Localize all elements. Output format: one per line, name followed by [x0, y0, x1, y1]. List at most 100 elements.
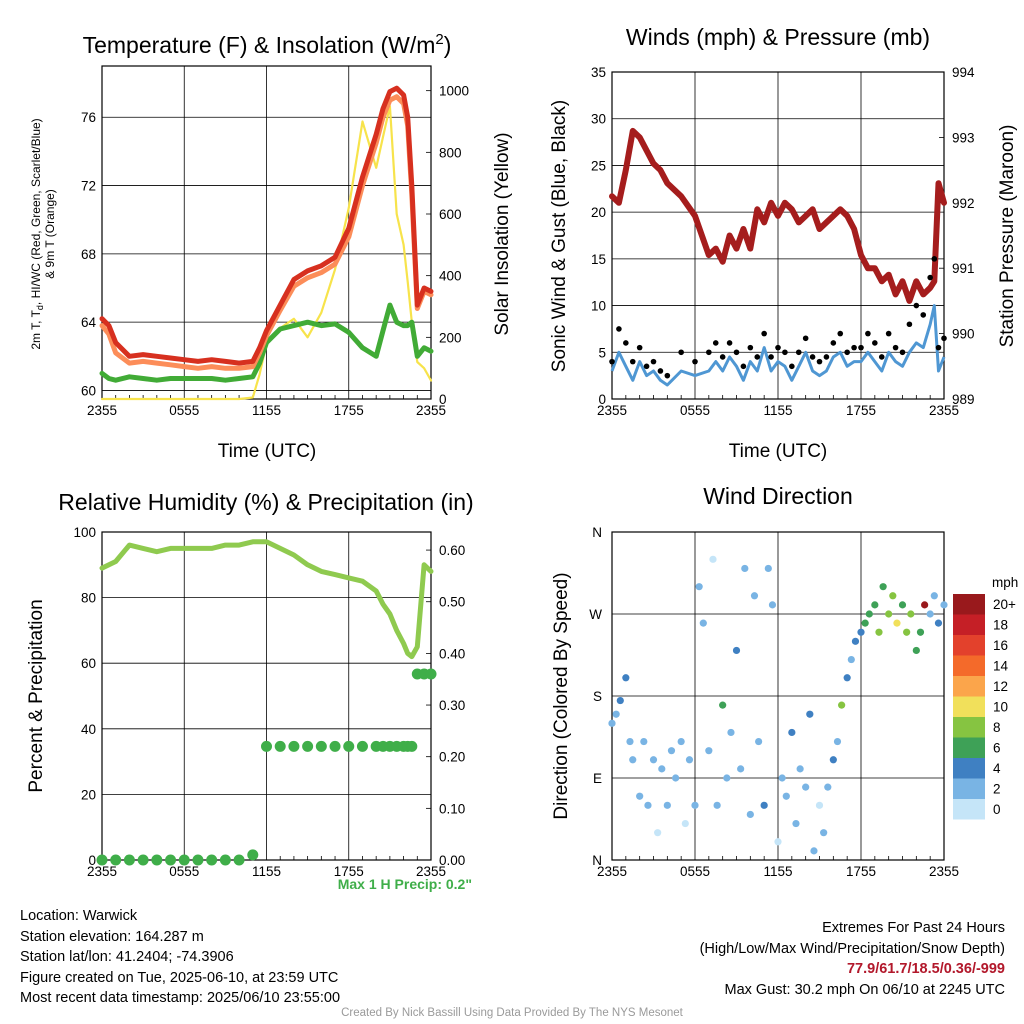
direction-point — [806, 710, 814, 718]
colorbar-title: mph — [992, 575, 1018, 590]
gust-point — [761, 330, 767, 337]
colorbar-swatch — [953, 594, 985, 615]
precip-point — [302, 740, 314, 752]
direction-point — [640, 737, 648, 746]
direction-point — [741, 564, 749, 573]
x-tick-label: 2355 — [597, 864, 627, 879]
precip-point — [356, 740, 368, 752]
gust-point — [719, 354, 726, 360]
direction-title: Wind Direction — [703, 483, 853, 509]
direction-point — [667, 747, 676, 755]
gust-point — [899, 349, 906, 356]
precip-point — [261, 740, 272, 752]
direction-point — [608, 719, 616, 727]
direction-point — [871, 601, 879, 609]
gust-point — [747, 344, 754, 351]
y-tick-label: 20 — [81, 787, 96, 802]
precip-point — [192, 854, 204, 866]
colorbar-label: 0 — [993, 802, 1001, 817]
x-tick-label: 1155 — [763, 403, 792, 418]
svg-text:2m T, Td, HI/WC (Red, Green, S: 2m T, Td, HI/WC (Red, Green, Scarlet/Blu… — [29, 118, 45, 349]
y-tick-label: 25 — [591, 158, 606, 173]
gust-point — [636, 344, 643, 351]
extremes-values: 77.9/61.7/18.5/0.36/-999 — [846, 961, 1005, 977]
gust-point — [609, 358, 615, 365]
precip-point — [315, 740, 327, 752]
direction-point — [636, 792, 644, 800]
y-tick-label: 100 — [73, 525, 96, 540]
gust-point — [775, 344, 781, 351]
x-tick-label: 0555 — [169, 864, 199, 879]
temperature-y2label: Solar Insolation (Yellow) — [492, 132, 513, 335]
direction-point — [760, 801, 768, 809]
colorbar-label: 6 — [993, 741, 1001, 756]
gust-point — [657, 368, 664, 374]
direction-point — [926, 610, 934, 618]
colorbar-swatch — [953, 614, 985, 635]
direction-point — [695, 583, 703, 591]
direction-point — [898, 601, 907, 609]
precip-point — [329, 740, 341, 752]
x-tick-label: 1755 — [334, 403, 364, 418]
direction-point — [792, 819, 800, 828]
gust-point — [872, 340, 878, 346]
direction-point — [885, 610, 893, 618]
colorbar-label: 2 — [993, 782, 1001, 797]
x-tick-label: 1755 — [846, 403, 876, 418]
direction-point — [802, 783, 810, 791]
temperature-panel: Temperature (F) & Insolation (W/m2) 2355… — [29, 31, 513, 462]
y2-tick-label: 989 — [952, 392, 975, 407]
colorbar-label: 8 — [993, 720, 1001, 735]
colorbar-swatch — [953, 635, 985, 656]
created-text: Figure created on Tue, 2025-06-10, at 23… — [20, 969, 339, 986]
gust-point — [885, 330, 892, 337]
x-tick-label: 0555 — [680, 864, 710, 879]
precip-point — [137, 854, 149, 866]
gust-point — [664, 372, 671, 379]
series-line — [100, 105, 433, 401]
winds-title: Winds (mph) & Pressure (mb) — [626, 24, 930, 50]
gust-point — [906, 321, 913, 328]
direction-tick-label: S — [593, 689, 602, 704]
direction-tick-label: N — [592, 525, 602, 540]
gust-point — [865, 330, 871, 337]
direction-point — [709, 555, 717, 563]
winds-ylabel: Sonic Wind & Gust (Blue, Black) — [549, 100, 570, 372]
humidity-ylabel: Percent & Precipitation — [26, 599, 47, 792]
direction-point — [746, 810, 754, 819]
y-tick-label: 80 — [81, 591, 96, 606]
y2-tick-label: 600 — [439, 207, 462, 222]
precip-point — [110, 854, 122, 866]
colorbar-label: 16 — [993, 638, 1008, 653]
direction-point — [681, 819, 689, 828]
colorbar-swatch — [953, 799, 985, 820]
temperature-xlabel: Time (UTC) — [218, 441, 317, 462]
humidity-title: Relative Humidity (%) & Precipitation (i… — [58, 489, 473, 515]
direction-point — [778, 774, 786, 782]
colorbar-label: 14 — [993, 659, 1009, 674]
y2-tick-label: 991 — [952, 261, 975, 276]
max-gust-text: Max Gust: 30.2 mph On 06/10 at 2245 UTC — [724, 981, 1005, 998]
y-tick-label: 15 — [591, 252, 606, 267]
colorbar-swatch — [953, 696, 985, 717]
direction-point — [838, 701, 846, 709]
precip-point — [343, 740, 355, 752]
y2-tick-label: 400 — [439, 269, 462, 284]
direction-point — [649, 756, 658, 764]
gust-point — [768, 354, 774, 360]
direction-point — [750, 592, 759, 600]
direction-point — [893, 619, 901, 627]
direction-point — [705, 747, 713, 755]
direction-point — [768, 601, 777, 609]
gust-point — [878, 354, 885, 360]
direction-point — [713, 801, 721, 809]
gust-point — [726, 340, 733, 346]
gust-point — [809, 354, 816, 360]
direction-point — [774, 838, 782, 846]
direction-point — [861, 619, 869, 627]
y2-tick-label: 994 — [952, 65, 975, 80]
humidity-line — [99, 539, 434, 660]
speed-colorbar: mph 20+ 18 16 14 12 10 8 6 4 2 0 — [953, 575, 1018, 820]
winds-panel: Winds (mph) & Pressure (mb) 2355 0555 1155… — [549, 24, 1018, 462]
